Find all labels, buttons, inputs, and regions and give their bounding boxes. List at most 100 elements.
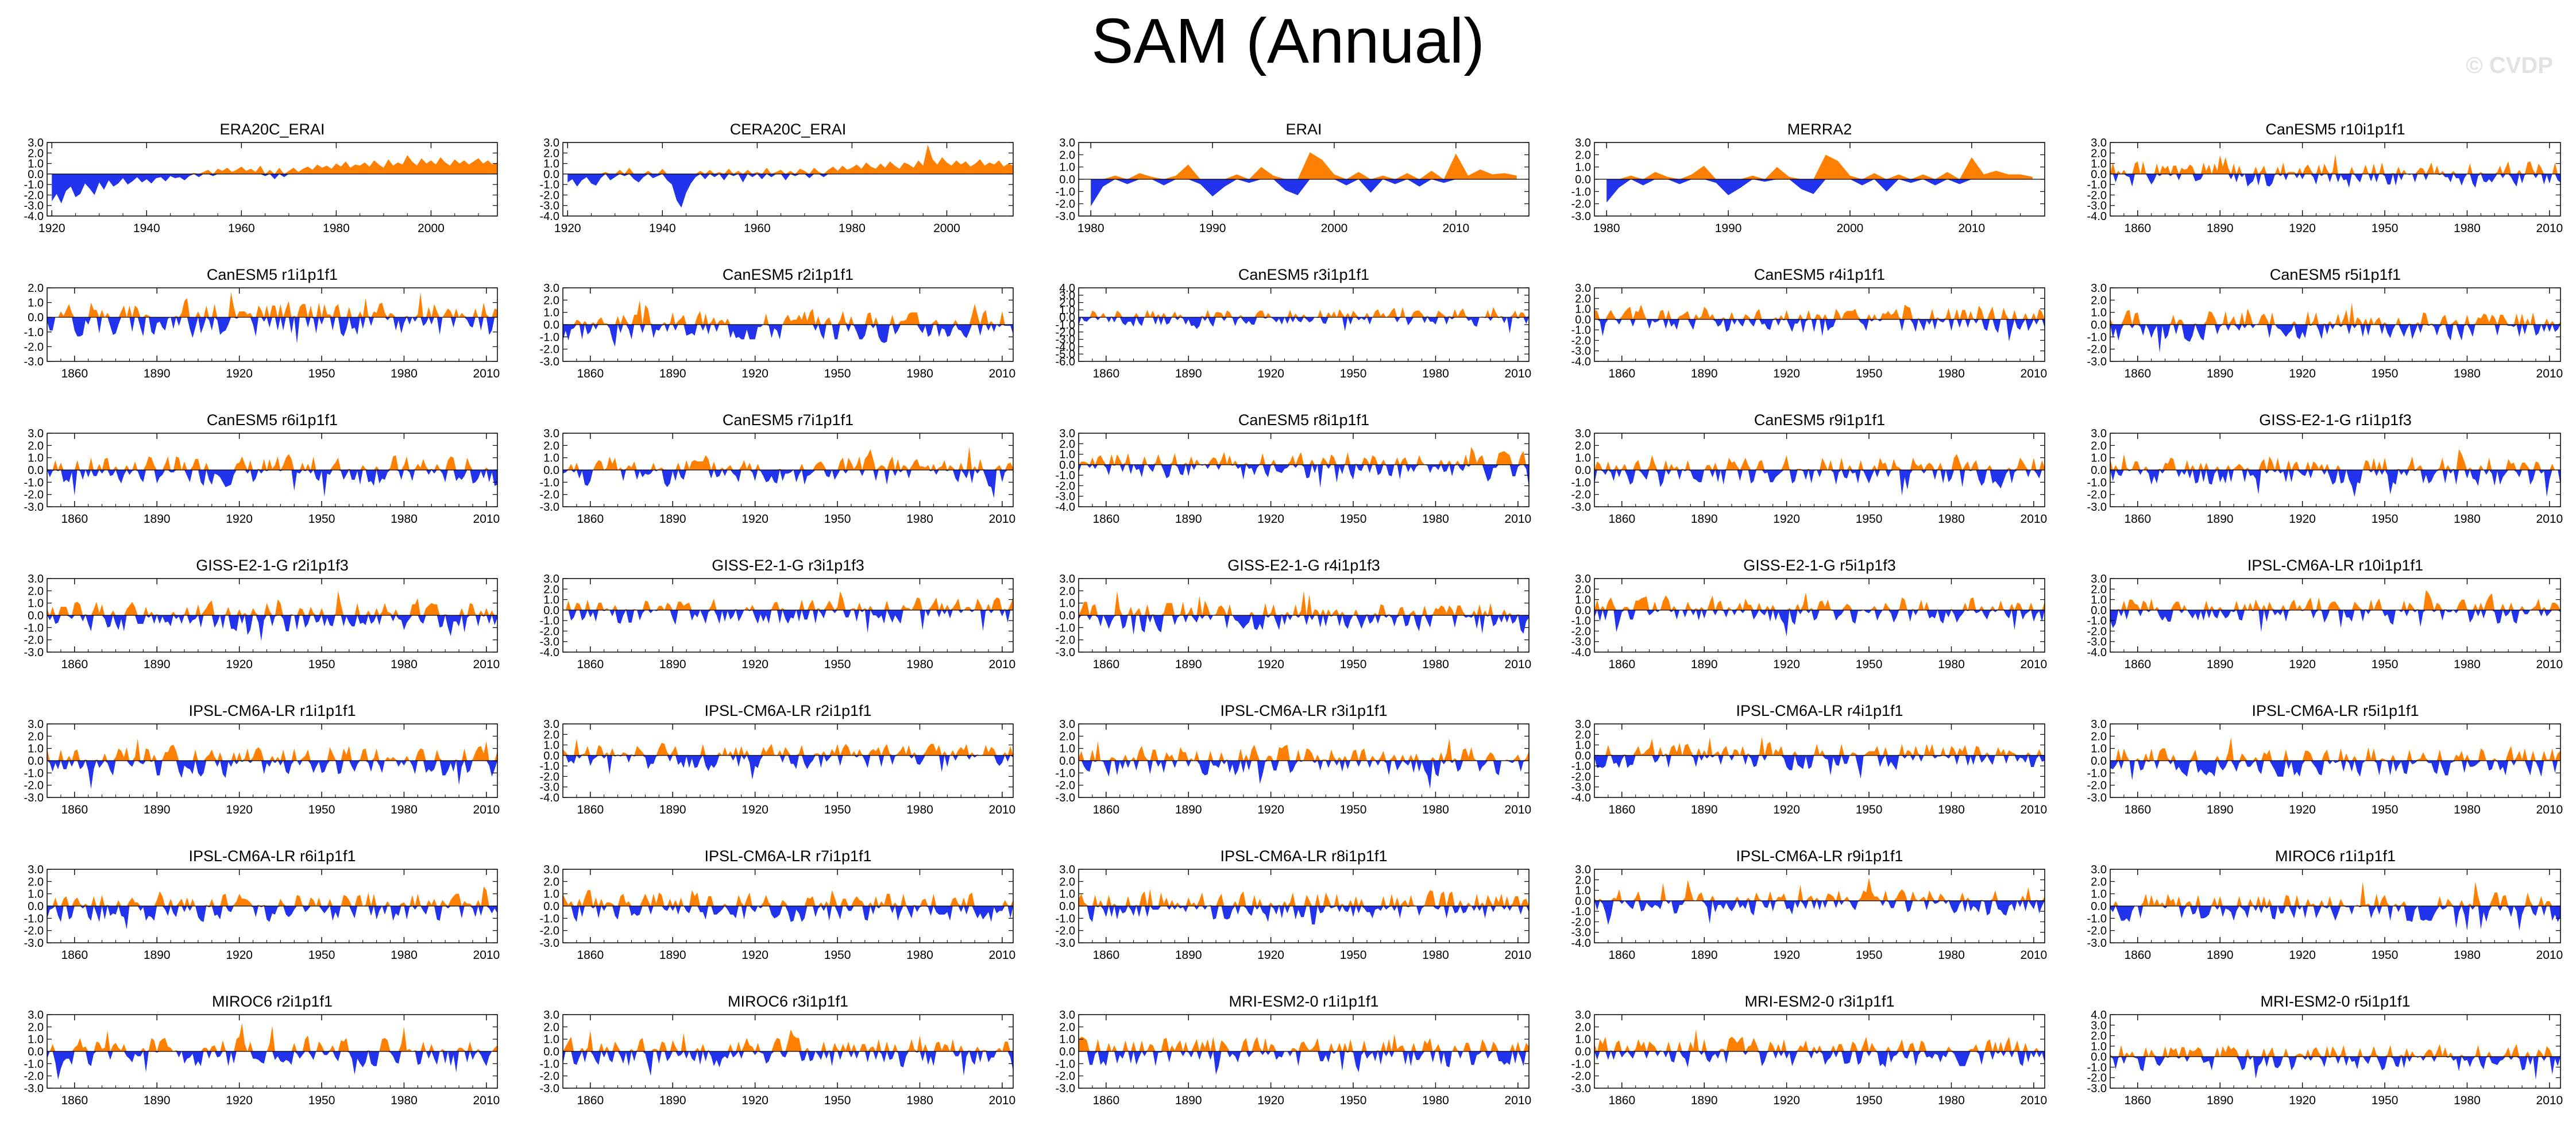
y-tick-label: 2.0 (2091, 147, 2107, 160)
x-tick-label: 1980 (1422, 949, 1449, 962)
x-tick-label: 1860 (1608, 803, 1635, 816)
plot-frame (1594, 869, 2045, 943)
x-tick-label: 1920 (2289, 222, 2316, 235)
negative-area (1079, 464, 1529, 488)
y-tick-label: 3.0 (1575, 718, 1591, 731)
x-tick-label: 1920 (741, 658, 768, 671)
series-area (1079, 307, 1529, 334)
x-tick-label: 1920 (226, 512, 253, 526)
negative-area (47, 615, 497, 641)
y-tick-label: -2.0 (540, 489, 559, 502)
y-tick-label: 2.0 (543, 1021, 559, 1034)
y-tick-label: -2.0 (24, 1070, 44, 1083)
y-tick-label: 0.0 (28, 168, 44, 181)
y-tick-label: -2.0 (2087, 344, 2107, 356)
positive-area (563, 591, 1013, 610)
y-tick-label: 2.0 (28, 1021, 44, 1034)
x-tick-label: 1950 (2372, 1094, 2399, 1107)
x-tick-label: 1920 (1257, 1094, 1284, 1107)
y-tick-label: -4.0 (540, 792, 559, 804)
y-tick-label: 3.0 (1059, 864, 1075, 876)
y-tick-label: 0.0 (28, 900, 44, 913)
series-area (1594, 454, 2045, 496)
sam-panel: IPSL-CM6A-LR r7i1p1f1 3.02.01.00.0-1.0-2.… (540, 847, 1016, 962)
x-tick-label: 1950 (308, 367, 335, 380)
x-tick-label: 1980 (391, 658, 418, 671)
y-tick-label: 3.0 (543, 864, 559, 876)
x-tick-label: 2010 (2536, 367, 2563, 380)
panel-title: MRI-ESM2-0 r1i1p1f1 (1229, 993, 1378, 1010)
x-tick-label: 1950 (1856, 367, 1883, 380)
y-tick-label: 0.0 (1059, 900, 1075, 913)
plot-frame (2110, 142, 2561, 217)
positive-area (2110, 302, 2560, 325)
panel-title: GISS-E2-1-G r1i1p1f3 (2259, 411, 2412, 429)
y-tick-label: 2.0 (2091, 1030, 2107, 1043)
y-tick-label: 1.0 (1575, 452, 1591, 465)
y-tick-label: -3.0 (24, 792, 44, 804)
y-tick-label: 3.0 (1575, 864, 1591, 876)
sam-panel: IPSL-CM6A-LR r8i1p1f1 3.02.01.00.0-1.0-2.… (1056, 847, 1532, 962)
y-tick-label: -3.0 (1056, 646, 1075, 659)
x-tick-label: 1920 (741, 803, 768, 816)
x-tick-label: 1860 (2124, 949, 2151, 962)
x-tick-label: 2010 (989, 658, 1016, 671)
x-tick-label: 1980 (391, 803, 418, 816)
y-tick-label: 2.0 (2091, 294, 2107, 307)
y-tick-label: -1.0 (1571, 905, 1591, 918)
x-tick-label: 1920 (1257, 803, 1284, 816)
x-tick-label: 1980 (2454, 658, 2481, 671)
y-tick-label: 2.0 (1059, 1021, 1075, 1034)
x-tick-label: 1950 (2372, 658, 2399, 671)
y-tick-label: -1.0 (2087, 476, 2107, 489)
y-tick-label: 1.0 (2091, 743, 2107, 756)
y-tick-label: -1.0 (24, 622, 44, 634)
y-tick-label: 0.0 (28, 755, 44, 768)
y-tick-label: 3.0 (1575, 1009, 1591, 1022)
negative-area (1079, 1051, 1529, 1075)
y-tick-label: -2.0 (2087, 625, 2107, 638)
y-tick-label: -3.0 (1571, 210, 1591, 223)
y-tick-label: 2.0 (28, 440, 44, 452)
y-tick-label: -1.0 (1056, 1058, 1075, 1070)
x-tick-label: 1980 (391, 949, 418, 962)
x-tick-label: 1920 (1773, 512, 1800, 526)
series-area (1594, 592, 2045, 637)
x-tick-label: 1890 (2207, 367, 2234, 380)
x-tick-label: 1980 (906, 803, 933, 816)
x-tick-label: 1950 (824, 367, 851, 380)
x-tick-label: 1960 (228, 222, 255, 235)
y-tick-label: -2.0 (1056, 780, 1075, 792)
x-tick-label: 1920 (741, 1094, 768, 1107)
negative-area (1079, 906, 1529, 924)
y-tick-label: -4.0 (2087, 646, 2107, 659)
x-tick-label: 1860 (577, 367, 604, 380)
y-tick-label: -3.0 (2087, 937, 2107, 950)
x-tick-label: 2010 (1505, 658, 1532, 671)
y-tick-label: -1.0 (1571, 186, 1591, 198)
series-area (1079, 889, 1529, 924)
positive-area (1079, 1034, 1529, 1051)
y-tick-label: -1.0 (2087, 615, 2107, 627)
y-tick-label: 2.0 (28, 282, 44, 295)
y-tick-label: -1.0 (24, 1058, 44, 1070)
y-tick-label: -1.0 (2087, 331, 2107, 344)
x-tick-label: 1980 (906, 1094, 933, 1107)
y-tick-label: -3.0 (24, 356, 44, 368)
positive-area (52, 155, 497, 174)
y-tick-label: 3.0 (1575, 427, 1591, 440)
x-tick-label: 1960 (744, 222, 771, 235)
y-tick-label: -2.0 (540, 344, 559, 356)
positive-area (1079, 307, 1529, 318)
plot-frame (1594, 287, 2045, 362)
x-tick-label: 2010 (1443, 222, 1470, 235)
sam-panel: CanESM5 r4i1p1f1 3.02.01.00.0-1.0-2.0-3.0… (1571, 266, 2048, 380)
positive-area (47, 454, 497, 470)
x-tick-label: 1950 (824, 512, 851, 526)
panel-title: CERA20C_ERAI (730, 121, 847, 138)
x-tick-label: 1950 (1856, 803, 1883, 816)
y-tick-label: 0.0 (1059, 755, 1075, 768)
x-tick-label: 1950 (1856, 949, 1883, 962)
y-tick-label: 4.0 (2091, 1009, 2107, 1022)
